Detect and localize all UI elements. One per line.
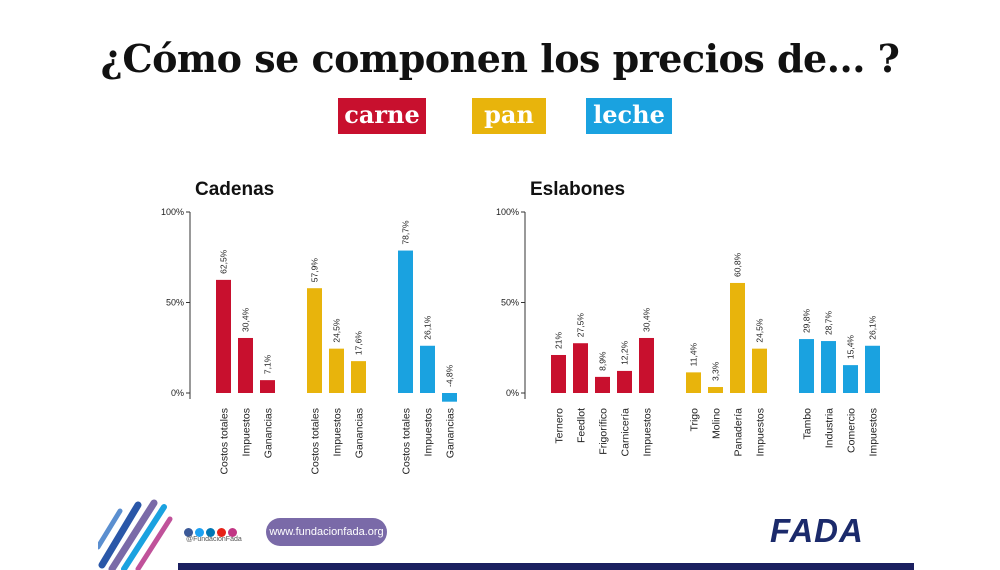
- data-label: -4,8%: [445, 364, 455, 387]
- linkedin-icon[interactable]: [206, 528, 215, 537]
- bar: [442, 393, 457, 402]
- data-label: 12,2%: [620, 340, 630, 365]
- data-label: 3,3%: [711, 361, 721, 381]
- footer: [0, 495, 1000, 570]
- website-link[interactable]: www.fundacionfada.org: [266, 518, 387, 546]
- category-label: Impuestos: [642, 408, 654, 456]
- bar: [398, 250, 413, 393]
- category-label: Tambo: [802, 408, 814, 440]
- data-label: 27,5%: [576, 313, 586, 338]
- y-tick-label: 50%: [501, 298, 519, 308]
- decorative-stripes: [98, 499, 173, 570]
- data-label: 28,7%: [824, 311, 834, 336]
- data-label: 57,9%: [310, 258, 320, 283]
- category-label: Costos totales: [401, 408, 413, 475]
- bar: [865, 345, 880, 393]
- category-label: Feedlot: [576, 408, 588, 443]
- category-label: Ganancias: [445, 408, 457, 458]
- category-label: Costos totales: [219, 408, 231, 475]
- data-label: 60,8%: [733, 252, 743, 277]
- bar: [843, 365, 858, 393]
- bar: [708, 387, 723, 393]
- bar: [573, 343, 588, 393]
- data-label: 24,5%: [755, 318, 765, 343]
- bar: [216, 279, 231, 393]
- data-label: 7,1%: [263, 354, 273, 374]
- category-label: Panadería: [733, 408, 745, 457]
- page-title: ¿Cómo se componen los precios de... ?: [100, 36, 900, 81]
- tag-carne: carne: [338, 98, 426, 134]
- y-tick-label: 0%: [506, 388, 519, 398]
- bar: [595, 376, 610, 393]
- bar: [752, 348, 767, 393]
- bar: [420, 345, 435, 393]
- chart-title-cadenas: Cadenas: [195, 179, 275, 200]
- y-tick-label: 50%: [166, 298, 184, 308]
- data-label: 30,4%: [642, 307, 652, 332]
- data-label: 26,1%: [423, 315, 433, 340]
- bar: [551, 354, 566, 393]
- bar: [329, 348, 344, 393]
- category-label: Comercio: [846, 408, 858, 453]
- bar: [821, 341, 836, 393]
- category-label: Costos totales: [310, 408, 322, 475]
- category-label: Ganancias: [354, 408, 366, 458]
- category-label: Impuestos: [423, 408, 435, 456]
- bar: [617, 370, 632, 393]
- data-label: 78,7%: [401, 220, 411, 245]
- bar: [307, 288, 322, 393]
- data-label: 15,4%: [846, 335, 856, 360]
- facebook-icon[interactable]: [184, 528, 193, 537]
- bar: [351, 361, 366, 393]
- y-tick-label: 100%: [161, 207, 184, 217]
- bar: [260, 380, 275, 393]
- bar: [238, 337, 253, 393]
- data-label: 26,1%: [868, 315, 878, 340]
- category-label: Molino: [711, 408, 723, 439]
- data-label: 29,8%: [802, 309, 812, 334]
- social-icons: [184, 524, 239, 537]
- y-tick-label: 100%: [496, 207, 519, 217]
- y-tick-label: 0%: [171, 388, 184, 398]
- data-label: 17,6%: [354, 331, 364, 356]
- bar-charts: 100% 50% 0% 62,5% Costos totales 30,4% Impuest…: [161, 207, 880, 475]
- tag-leche: leche: [586, 98, 672, 134]
- bar: [686, 372, 701, 393]
- category-label: Industria: [824, 408, 836, 448]
- bar: [730, 282, 745, 393]
- twitter-icon[interactable]: [195, 528, 204, 537]
- data-label: 30,4%: [241, 307, 251, 332]
- fada-logo: FADA: [770, 512, 864, 549]
- chart-title-eslabones: Eslabones: [530, 179, 626, 200]
- instagram-icon[interactable]: [228, 528, 237, 537]
- category-label: Impuestos: [241, 408, 253, 456]
- bar: [639, 337, 654, 393]
- social-handle: @FundacionFada: [186, 536, 242, 543]
- category-label: Ternero: [554, 408, 566, 444]
- category-label: Frigorífico: [598, 408, 610, 455]
- bar: [799, 339, 814, 393]
- bottom-bar: [178, 563, 914, 570]
- data-label: 24,5%: [332, 318, 342, 343]
- category-label: Impuestos: [868, 408, 880, 456]
- tag-pan: pan: [472, 98, 546, 134]
- youtube-icon[interactable]: [217, 528, 226, 537]
- data-label: 8,9%: [598, 351, 608, 371]
- product-tags: carne pan leche: [0, 98, 1000, 134]
- category-label: Ganancias: [263, 408, 275, 458]
- data-label: 11,4%: [689, 342, 699, 366]
- category-label: Carnicería: [620, 408, 632, 457]
- category-label: Impuestos: [755, 408, 767, 456]
- data-label: 62,5%: [219, 249, 229, 274]
- category-label: Trigo: [689, 408, 701, 432]
- data-label: 21%: [554, 332, 564, 349]
- category-label: Impuestos: [332, 408, 344, 456]
